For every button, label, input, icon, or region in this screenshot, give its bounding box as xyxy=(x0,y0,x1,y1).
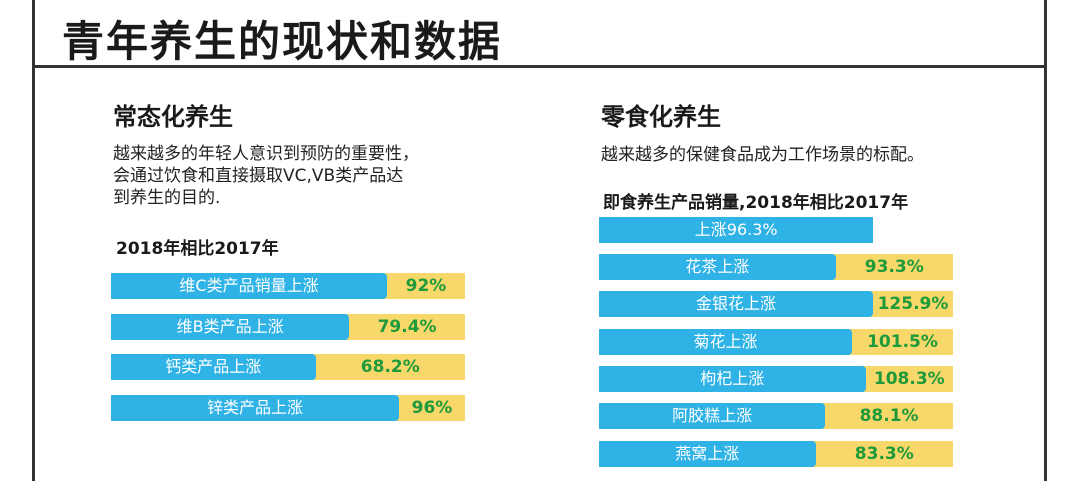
right-chart-row: 菊花上涨 101.5% xyxy=(599,328,953,355)
page-title: 青年养生的现状和数据 xyxy=(62,17,503,66)
right-description: 越来越多的保健食品成为工作场景的标配。 xyxy=(601,145,924,165)
right-chart-value-label: 88.1% xyxy=(859,406,919,427)
left-heading: 常态化养生 xyxy=(113,103,233,131)
right-chart-row: 花茶上涨 93.3% xyxy=(599,254,953,280)
right-chart-row: 阿胶糕上涨 88.1% xyxy=(599,403,953,430)
title-bar: 青年养生的现状和数据 xyxy=(32,0,1047,68)
left-chart-row: 钙类产品上涨 68.2% xyxy=(111,354,465,380)
right-chart-value-label: 93.3% xyxy=(864,257,924,277)
left-desc-line-3: 到养生的目的. xyxy=(113,188,221,208)
left-chart-row: 维B类产品上涨 79.4% xyxy=(111,313,465,340)
left-chart-subtitle: 2018年相比2017年 xyxy=(116,239,279,259)
left-desc-line-1: 越来越多的年轻人意识到预防的重要性， xyxy=(113,144,419,164)
left-desc-line-2: 会通过饮食和直接摄取VC,VB类产品达 xyxy=(113,166,404,186)
right-chart-bar: 菊花上涨 xyxy=(599,328,852,355)
left-chart-value-label: 79.4% xyxy=(377,316,437,337)
right-chart-overall-bar: 上涨96.3% xyxy=(599,217,874,243)
page-frame xyxy=(32,0,1047,481)
right-chart-bar: 阿胶糕上涨 xyxy=(599,403,826,430)
left-chart-bar: 锌类产品上涨 xyxy=(111,394,399,421)
left-chart-bar: 维B类产品上涨 xyxy=(111,313,350,340)
right-chart-value-label: 108.3% xyxy=(873,368,945,389)
right-chart-bar: 金银花上涨 xyxy=(599,291,873,318)
left-chart-value-label: 96% xyxy=(411,397,453,418)
right-chart-row: 枸杞上涨 108.3% xyxy=(599,365,953,392)
right-heading: 零食化养生 xyxy=(601,103,721,131)
left-chart-row: 锌类产品上涨 96% xyxy=(111,394,465,421)
right-chart-value-label: 83.3% xyxy=(854,443,914,464)
left-chart-row: 维C类产品销量上涨 92% xyxy=(111,273,465,299)
right-chart-bar: 花茶上涨 xyxy=(599,254,836,280)
right-chart-row: 金银花上涨 125.9% xyxy=(599,291,953,318)
left-description: 越来越多的年轻人意识到预防的重要性， 会通过饮食和直接摄取VC,VB类产品达 到… xyxy=(113,143,419,209)
left-chart-bar: 维C类产品销量上涨 xyxy=(111,273,387,299)
right-chart-value-label: 125.9% xyxy=(877,294,949,315)
left-chart-value-label: 92% xyxy=(405,276,447,296)
right-chart-subtitle: 即食养生产品销量,2018年相比2017年 xyxy=(603,193,909,213)
right-chart-row: 燕窝上涨 83.3% xyxy=(599,440,953,467)
right-chart-bar: 燕窝上涨 xyxy=(599,440,816,467)
right-chart-overall-row: 上涨96.3% xyxy=(599,217,874,243)
right-chart-value-label: 101.5% xyxy=(867,331,938,352)
right-chart-bar: 枸杞上涨 xyxy=(599,365,866,392)
left-chart-value-label: 68.2% xyxy=(360,357,420,377)
left-chart-bar: 钙类产品上涨 xyxy=(111,354,316,380)
